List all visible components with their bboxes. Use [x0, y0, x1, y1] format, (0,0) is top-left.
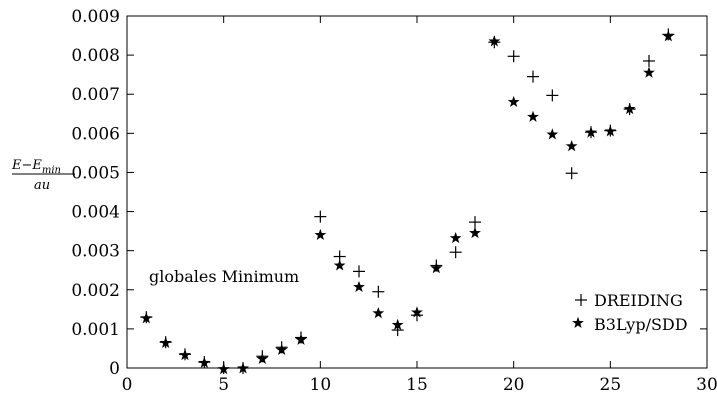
data-point-plus: [449, 246, 462, 259]
data-point-star: [488, 35, 501, 47]
data-point-plus: [314, 210, 327, 223]
legend-entry-b3lyp: B3Lyp/SDD: [572, 315, 688, 334]
data-point-star: [469, 226, 481, 239]
data-point-star: [527, 110, 539, 122]
y-tick-label: 0.004: [71, 203, 120, 223]
x-tick-label: 5: [218, 375, 229, 395]
data-point-plus: [546, 89, 559, 102]
y-tick-label: 0.006: [71, 124, 120, 144]
data-point-star: [198, 356, 211, 368]
y-tick-label: 0.003: [71, 242, 120, 262]
y-tick-label: 0.005: [71, 163, 120, 183]
annotation-globales-minimum: globales Minimum: [149, 267, 299, 286]
data-point-star: [430, 262, 443, 274]
data-point-star: [275, 343, 288, 356]
y-tick-label: 0.002: [71, 281, 120, 301]
x-tick-label: 20: [503, 375, 525, 395]
data-points: [140, 28, 675, 375]
data-point-star: [565, 140, 578, 152]
y-axis-label: E−Emin au: [11, 158, 75, 193]
data-point-star: [353, 280, 365, 293]
data-point-plus: [527, 70, 539, 83]
x-tick-label: 25: [600, 375, 622, 395]
data-point-plus: [643, 54, 655, 67]
x-tick-label: 10: [310, 375, 332, 395]
x-tick-label: 15: [406, 375, 428, 395]
x-tick-label: 0: [122, 375, 133, 395]
data-point-star: [217, 362, 230, 375]
tick-labels: 0 5 10 15 20 25 30 0 0.001 0.002 0.003 0.004 0.005 0.…: [71, 7, 717, 395]
data-point-star: [449, 231, 462, 244]
y-tick-label: 0: [109, 359, 120, 379]
data-point-plus: [353, 265, 365, 278]
y-tick-label: 0.001: [71, 320, 120, 340]
legend-marker-star: [572, 316, 584, 329]
legend-marker-plus: [575, 294, 587, 306]
data-point-plus: [565, 167, 578, 180]
legend-entry-dreiding: DREIDING: [575, 291, 683, 310]
data-point-star: [662, 30, 675, 42]
data-point-star: [372, 307, 385, 319]
legend: DREIDING B3Lyp/SDD: [572, 291, 688, 334]
axis-ticks: [126, 15, 708, 369]
data-point-star: [604, 125, 617, 137]
y-axis-label-numerator: E−Emin: [11, 158, 61, 176]
y-tick-label: 0.009: [71, 7, 120, 27]
legend-label-dreiding: DREIDING: [594, 291, 683, 310]
legend-label-b3lyp: B3Lyp/SDD: [594, 315, 688, 334]
data-point-plus: [372, 285, 385, 298]
series-b3lyp-sdd: [140, 30, 675, 375]
data-point-star: [256, 352, 269, 365]
data-point-star: [295, 333, 307, 345]
data-point-star: [159, 336, 172, 348]
data-point-plus: [469, 216, 481, 229]
legend-plus-glyph: [575, 294, 587, 306]
data-point-star: [391, 318, 404, 330]
data-point-star: [314, 228, 327, 241]
data-point-star: [507, 95, 520, 108]
data-point-star: [140, 312, 153, 324]
data-point-star: [585, 126, 597, 138]
data-point-star: [411, 306, 423, 318]
data-point-star: [546, 128, 559, 140]
data-point-star: [333, 259, 346, 271]
data-point-star: [643, 66, 655, 78]
y-tick-label: 0.007: [71, 85, 120, 105]
y-axis-label-denominator: au: [34, 178, 50, 193]
y-axis-label-subscript: min: [42, 165, 61, 176]
x-tick-label: 30: [696, 375, 717, 395]
data-point-star: [237, 362, 249, 374]
legend-star-glyph: [572, 316, 584, 329]
data-point-star: [623, 102, 636, 115]
data-point-star: [179, 348, 191, 361]
y-tick-label: 0.008: [71, 46, 120, 66]
data-point-plus: [507, 50, 520, 63]
